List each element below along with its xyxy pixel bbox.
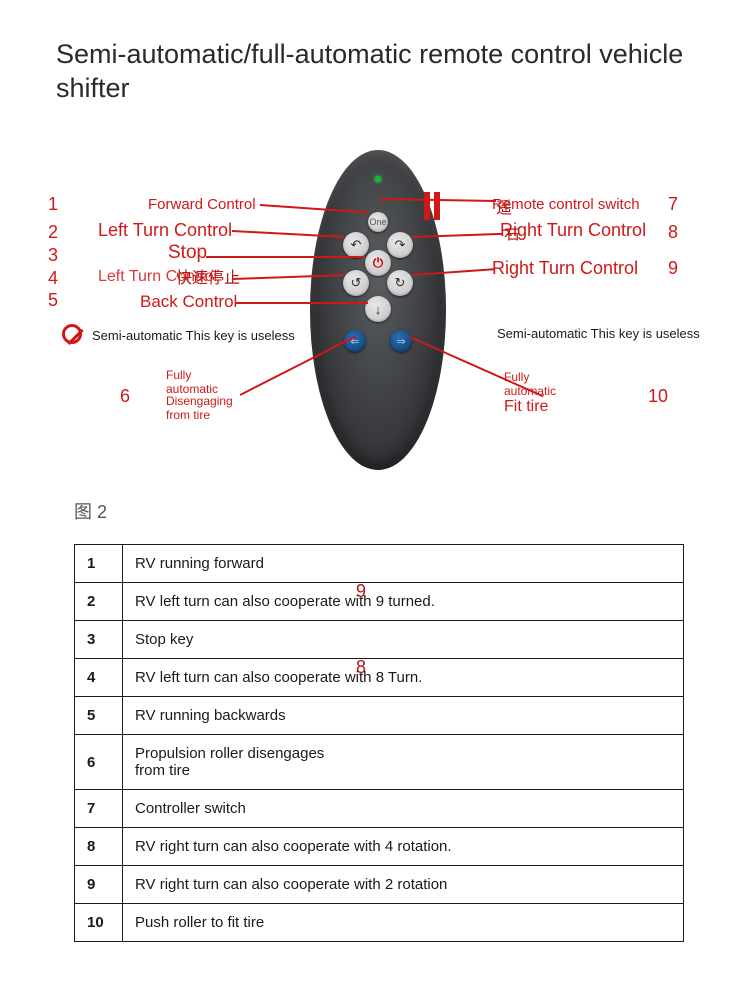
row-desc: RV right turn can also cooperate with 4 … [123, 828, 684, 866]
label-semi-right: Semi-automatic This key is useless [497, 326, 700, 341]
blue-left-icon: ⇐ [344, 330, 366, 352]
overlay-number: 9 [356, 581, 366, 602]
arrow-down-icon: ↓ [365, 296, 391, 322]
num-4: 4 [48, 268, 58, 289]
label-disengage: Disengaging from tire [166, 394, 256, 423]
label-right-turn-2: Right Turn Control [492, 258, 638, 279]
table-row: 1RV running forward [75, 545, 684, 583]
label-fit-tire: Fit tire [504, 398, 548, 416]
blue-right-icon: ⇒ [390, 330, 412, 352]
row-number: 3 [75, 621, 123, 659]
row-number: 10 [75, 904, 123, 942]
table-row: 9RV right turn can also cooperate with 2… [75, 866, 684, 904]
table-row: 3Stop key [75, 621, 684, 659]
label-right-cn: 右 [504, 220, 520, 244]
overlay-number: 8 [356, 657, 366, 678]
num-8: 8 [668, 222, 678, 243]
table-row: 8RV right turn can also cooperate with 4… [75, 828, 684, 866]
bar-icon [424, 192, 430, 220]
figure-label: 图 2 [74, 498, 107, 524]
num-2: 2 [48, 222, 58, 243]
num-3: 3 [48, 245, 58, 266]
label-left-turn-1: Left Turn Control [98, 220, 232, 241]
num-6: 6 [120, 386, 130, 407]
row-desc: RV left turn can also cooperate with 8 T… [123, 659, 684, 697]
row-desc: RV running backwards [123, 697, 684, 735]
page-title: Semi-automatic/full-automatic remote con… [56, 38, 696, 106]
row-number: 7 [75, 790, 123, 828]
row-number: 1 [75, 545, 123, 583]
bar-icon [434, 192, 440, 220]
row-number: 5 [75, 697, 123, 735]
row-desc: RV left turn can also cooperate with 9 t… [123, 583, 684, 621]
label-forward: Forward Control [148, 196, 256, 213]
row-number: 9 [75, 866, 123, 904]
label-stop: Stop [168, 242, 207, 264]
arrow-down-right-icon: ↻ [387, 270, 413, 296]
row-number: 2 [75, 583, 123, 621]
row-desc: Controller switch [123, 790, 684, 828]
line [236, 302, 368, 304]
label-remote-switch: Remote control switch [492, 196, 640, 213]
row-desc: Propulsion roller disengages from tire [123, 735, 684, 790]
table-row: 10Push roller to fit tire [75, 904, 684, 942]
num-10: 10 [648, 386, 668, 407]
table-row: 5RV running backwards [75, 697, 684, 735]
table-row: 2RV left turn can also cooperate with 9 … [75, 583, 684, 621]
label-fully-auto-left: Fully automatic [166, 368, 246, 397]
arrow-up-left-icon: ↶ [343, 232, 369, 258]
label-left-turn-2: Left Turn Control [98, 268, 217, 286]
arrow-up-right-icon: ↷ [387, 232, 413, 258]
function-table: 1RV running forward2RV left turn can als… [74, 544, 684, 942]
row-desc: Stop key [123, 621, 684, 659]
table-row: 6Propulsion roller disengages from tire [75, 735, 684, 790]
num-1: 1 [48, 194, 58, 215]
num-9: 9 [668, 258, 678, 279]
label-semi-left: Semi-automatic This key is useless [92, 328, 295, 343]
row-desc: RV right turn can also cooperate with 2 … [123, 866, 684, 904]
num-7: 7 [668, 194, 678, 215]
row-desc: RV running forward [123, 545, 684, 583]
row-desc: Push roller to fit tire [123, 904, 684, 942]
row-number: 6 [75, 735, 123, 790]
table-row: 4RV left turn can also cooperate with 8 … [75, 659, 684, 697]
label-back: Back Control [140, 292, 237, 312]
num-5: 5 [48, 290, 58, 311]
table-row: 7Controller switch [75, 790, 684, 828]
power-icon: ⏻ [365, 250, 391, 276]
label-remote-cn: 遥 [496, 194, 512, 218]
led-icon [375, 176, 381, 182]
arrow-down-left-icon: ↺ [343, 270, 369, 296]
row-number: 4 [75, 659, 123, 697]
row-number: 8 [75, 828, 123, 866]
remote-diagram: One ↶ ↷ ⏻ ↺ ↻ ↓ ⇐ ⇒ 1 2 3 4 5 6 7 8 9 10… [0, 140, 750, 490]
prohibit-icon-left [62, 324, 82, 344]
line [206, 256, 364, 258]
btn-one: One [368, 212, 388, 232]
label-right-turn-1: Right Turn Control [500, 220, 646, 241]
